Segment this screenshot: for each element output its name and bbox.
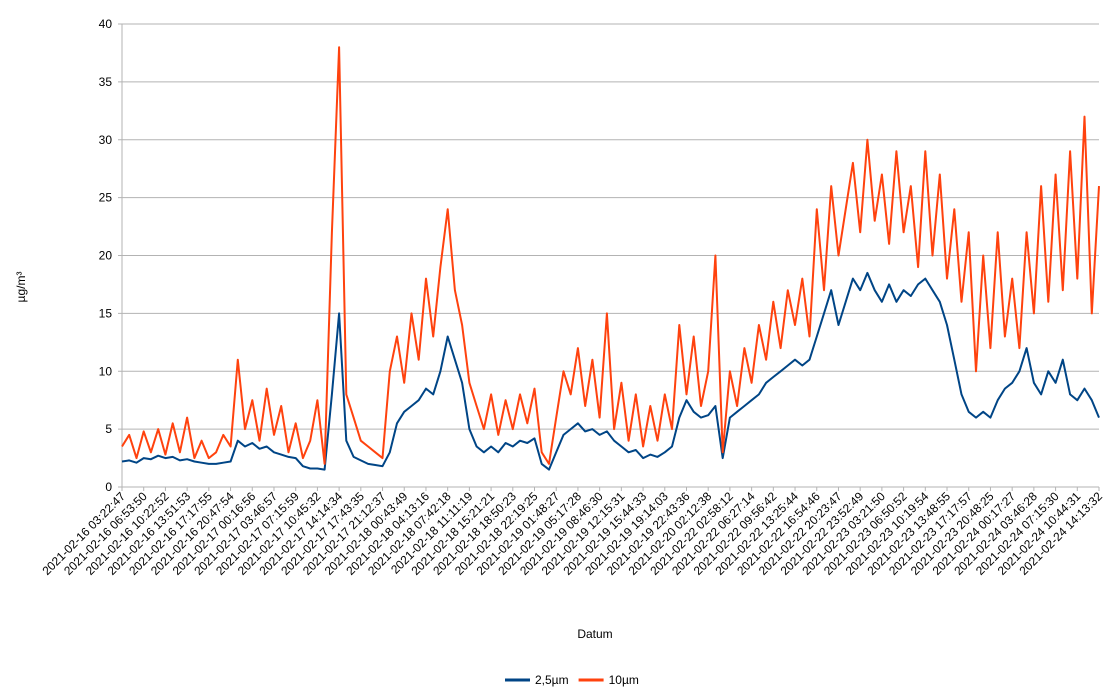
y-tick-label: 30 (99, 133, 113, 147)
legend-label: 10µm (609, 673, 639, 687)
y-axis-title: µg/m³ (14, 272, 28, 303)
y-tick-label: 25 (99, 191, 113, 205)
y-tick-label: 35 (99, 75, 113, 89)
legend-label: 2,5µm (535, 673, 569, 687)
y-tick-label: 40 (99, 17, 113, 31)
x-axis-title: Datum (577, 627, 612, 641)
series-line (121, 46, 1100, 465)
y-tick-label: 0 (105, 480, 112, 494)
y-tick-label: 15 (99, 306, 113, 320)
y-tick-label: 10 (99, 364, 113, 378)
series-line (121, 271, 1100, 471)
y-tick-label: 5 (105, 422, 112, 436)
y-tick-label: 20 (99, 249, 113, 263)
